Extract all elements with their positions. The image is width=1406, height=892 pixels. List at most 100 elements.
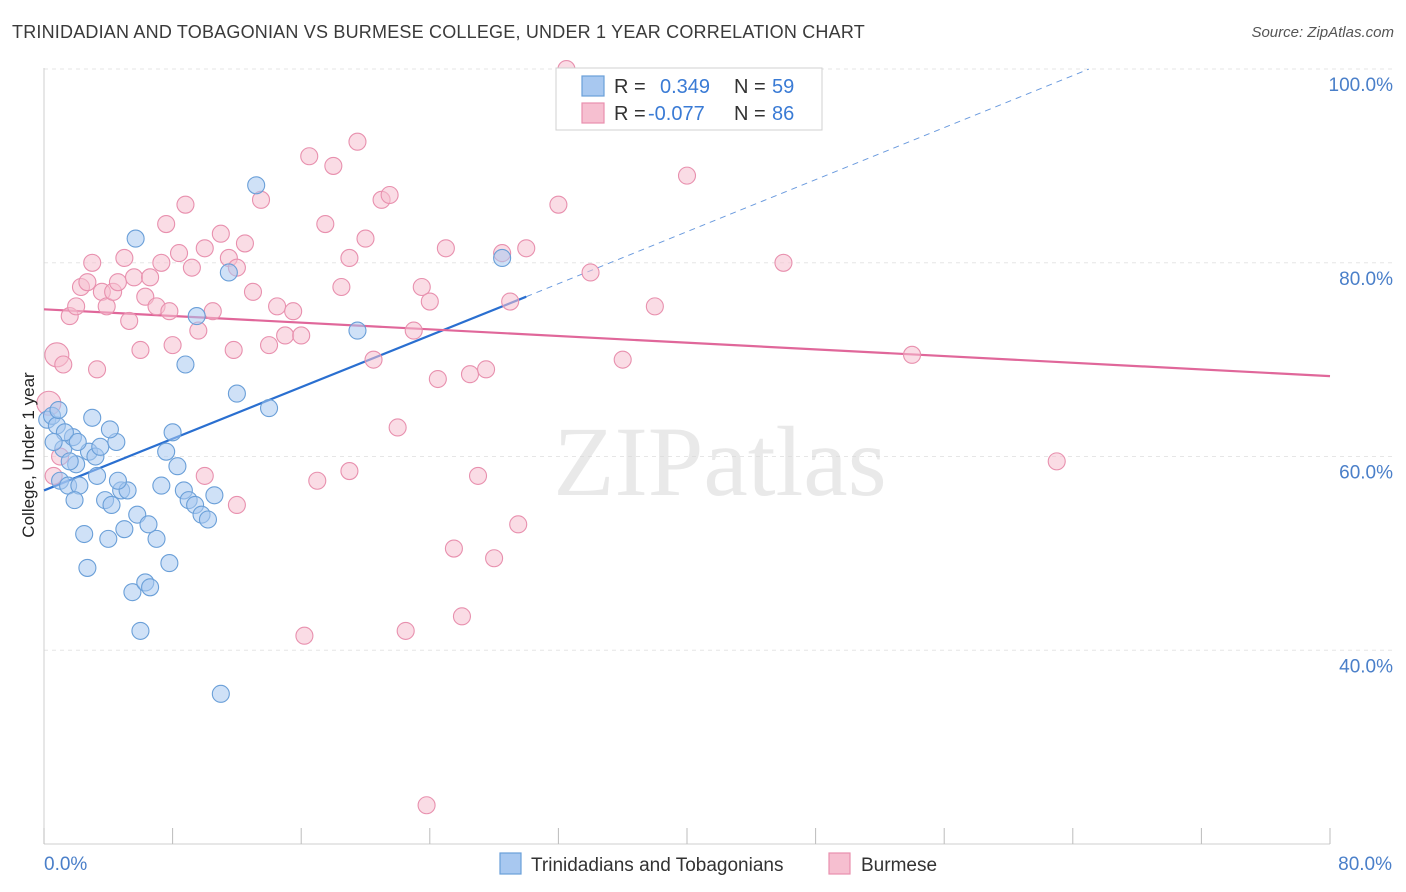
- pink-point: [396, 621, 415, 640]
- blue-point: [108, 471, 127, 490]
- pink-point: [902, 345, 922, 364]
- pink-point: [203, 302, 222, 321]
- x-tick-label-min: 0.0%: [44, 854, 87, 875]
- blue-point: [247, 176, 266, 195]
- blue-point: [115, 520, 134, 539]
- pink-point: [417, 796, 436, 815]
- blue-point: [259, 399, 279, 418]
- pink-point: [211, 224, 230, 243]
- pink-point: [404, 321, 423, 340]
- pink-point: [108, 273, 127, 292]
- pink-point: [124, 268, 144, 287]
- blue-point: [78, 558, 97, 577]
- chart-title: TRINIDADIAN AND TOBAGONIAN VS BURMESE CO…: [12, 22, 865, 42]
- y-tick-label-2: 80.0%: [1339, 269, 1393, 290]
- legend-pink-r-label: R =: [614, 103, 646, 125]
- pink-point: [380, 185, 399, 205]
- blue-point: [100, 420, 119, 439]
- grid-lines: [44, 68, 1392, 651]
- pink-point: [78, 273, 97, 292]
- blue-point: [60, 452, 79, 471]
- pink-point: [677, 166, 697, 185]
- y-axis-label: College, Under 1 year: [19, 372, 38, 538]
- blue-point: [91, 437, 110, 456]
- blue-point: [68, 432, 87, 452]
- bottom-legend-blue-swatch: [499, 852, 522, 875]
- pink-point: [332, 277, 351, 297]
- blue-point: [65, 491, 84, 510]
- y-tick-labels: 40.0% 60.0% 80.0% 100.0%: [1329, 75, 1394, 677]
- blue-point: [126, 229, 145, 248]
- pink-point: [581, 263, 600, 282]
- blue-point: [87, 466, 107, 485]
- blue-trend-solid: [43, 295, 527, 492]
- blue-point: [131, 621, 150, 640]
- pink-point: [67, 297, 86, 316]
- legend-pink-swatch: [581, 102, 605, 124]
- chart-source: Source: ZipAtlas.com: [1251, 24, 1394, 41]
- blue-point: [493, 248, 512, 268]
- pink-point: [460, 365, 480, 384]
- pink-point: [120, 311, 139, 330]
- pink-point: [452, 607, 472, 626]
- pink-point: [268, 297, 287, 316]
- axes: [43, 68, 1331, 845]
- pink-point: [292, 326, 311, 345]
- pink-point: [163, 336, 182, 355]
- blue-point: [211, 684, 230, 703]
- pink-point: [613, 350, 632, 369]
- pink-point: [428, 369, 447, 389]
- blue-point: [348, 321, 367, 340]
- pink-trend-line-solid: [43, 308, 1331, 378]
- blue-point: [198, 510, 218, 529]
- pink-trend-line: [43, 308, 1331, 378]
- pink-point: [235, 234, 254, 253]
- pink-point: [176, 195, 195, 214]
- pink-point: [54, 355, 73, 374]
- pink-point: [340, 462, 359, 481]
- pink-point: [224, 340, 243, 360]
- bottom-legend: Trinidadians and Tobagonians Burmese: [499, 852, 937, 876]
- blue-point: [99, 529, 118, 548]
- pink-point: [87, 360, 107, 379]
- pink-point: [131, 340, 150, 360]
- pink-point: [324, 156, 343, 175]
- legend-pink-n-label: N =: [734, 103, 766, 125]
- pink-point: [348, 132, 367, 151]
- pink-point: [160, 302, 179, 321]
- pink-point: [774, 253, 793, 272]
- legend-blue-r-label: R =: [614, 76, 646, 98]
- pink-point: [308, 471, 327, 490]
- pink-point: [316, 214, 335, 234]
- blue-point: [163, 423, 182, 442]
- pink-point: [436, 239, 455, 258]
- pink-point: [364, 350, 383, 369]
- bottom-legend-pink-swatch: [828, 852, 851, 875]
- legend-box: R = 0.349 N = 59 R = -0.077 N = 86: [555, 67, 823, 131]
- legend-pink-n-value: 86: [772, 103, 794, 125]
- blue-point: [157, 442, 176, 461]
- watermark: ZIPatlas: [553, 406, 886, 517]
- pink-point: [388, 418, 407, 437]
- blue-trend-dashed: [526, 68, 1090, 298]
- pink-point: [169, 244, 189, 263]
- blue-points: [38, 176, 512, 703]
- pink-point: [243, 282, 263, 301]
- blue-point: [83, 408, 102, 427]
- blue-point: [168, 457, 187, 476]
- y-tick-label-0: 40.0%: [1339, 656, 1393, 677]
- pink-point: [501, 292, 520, 311]
- pink-point: [182, 258, 201, 277]
- blue-point: [147, 529, 166, 548]
- y-tick-label-3: 100.0%: [1329, 75, 1394, 96]
- blue-point: [160, 554, 179, 573]
- y-tick-label-1: 60.0%: [1339, 463, 1393, 484]
- pink-point: [115, 248, 134, 268]
- bottom-legend-blue-label: Trinidadians and Tobagonians: [531, 855, 783, 876]
- blue-trend-line: [43, 68, 1090, 492]
- pink-point: [157, 214, 176, 234]
- pink-point: [1047, 452, 1066, 471]
- bottom-legend-pink-label: Burmese: [861, 855, 937, 876]
- pink-point: [468, 466, 488, 485]
